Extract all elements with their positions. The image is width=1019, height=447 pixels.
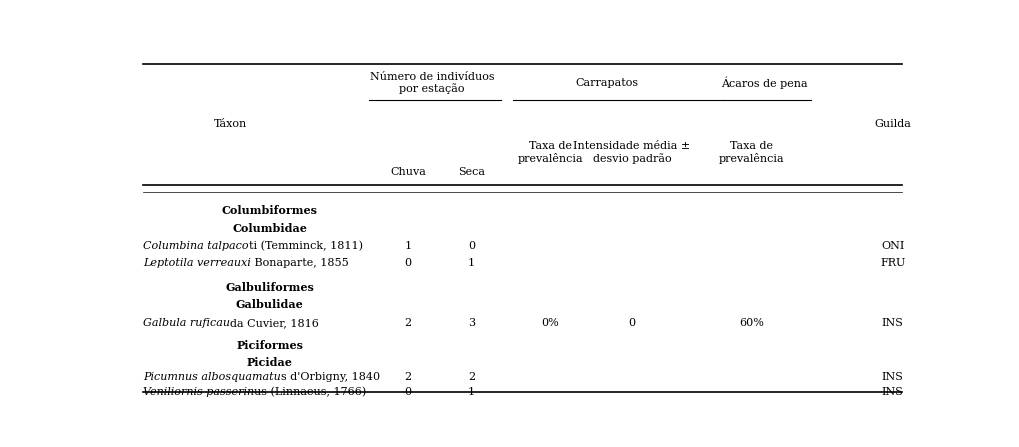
Text: 0%: 0% bbox=[541, 318, 558, 328]
Text: Carrapatos: Carrapatos bbox=[575, 78, 638, 88]
Text: Veniliornis passerin: Veniliornis passerin bbox=[143, 387, 254, 396]
Text: 0: 0 bbox=[405, 387, 412, 396]
Text: INS: INS bbox=[880, 318, 903, 328]
Text: Galbuliformes: Galbuliformes bbox=[225, 282, 314, 292]
Text: 1: 1 bbox=[468, 258, 475, 268]
Text: Táxon: Táxon bbox=[213, 119, 247, 129]
Text: s d'Orbigny, 1840: s d'Orbigny, 1840 bbox=[281, 372, 380, 382]
Text: INS: INS bbox=[880, 372, 903, 382]
Text: INS: INS bbox=[880, 387, 903, 396]
Text: Intensidade média ±
desvio padrão: Intensidade média ± desvio padrão bbox=[573, 141, 690, 164]
Text: da Cuvier, 1816: da Cuvier, 1816 bbox=[230, 318, 319, 328]
Text: Número de indivíduos
por estação: Número de indivíduos por estação bbox=[369, 72, 493, 94]
Text: 60%: 60% bbox=[739, 318, 763, 328]
Text: Picidae: Picidae bbox=[247, 357, 292, 368]
Text: 0: 0 bbox=[628, 318, 635, 328]
Text: Seca: Seca bbox=[458, 167, 484, 177]
Text: Leptotila verreauxi: Leptotila verreauxi bbox=[143, 258, 251, 268]
Text: Columbiformes: Columbiformes bbox=[221, 206, 318, 216]
Text: Columbidae: Columbidae bbox=[232, 223, 307, 234]
Text: ONI: ONI bbox=[880, 240, 904, 251]
Text: Bonaparte, 1855: Bonaparte, 1855 bbox=[251, 258, 348, 268]
Text: 2: 2 bbox=[468, 372, 475, 382]
Text: 2: 2 bbox=[405, 318, 412, 328]
Text: Ácaros de pena: Ácaros de pena bbox=[720, 76, 807, 89]
Text: Chuva: Chuva bbox=[390, 167, 426, 177]
Text: 2: 2 bbox=[405, 372, 412, 382]
Text: FRU: FRU bbox=[879, 258, 905, 268]
Text: Picumnus albosquamatu: Picumnus albosquamatu bbox=[143, 372, 281, 382]
Text: Taxa de
prevalência: Taxa de prevalência bbox=[517, 141, 583, 164]
Text: Galbulidae: Galbulidae bbox=[235, 299, 304, 310]
Text: Guilda: Guilda bbox=[873, 119, 910, 129]
Text: 0: 0 bbox=[405, 258, 412, 268]
Text: Columbina talpaco: Columbina talpaco bbox=[143, 240, 249, 251]
Text: 0: 0 bbox=[468, 240, 475, 251]
Text: Galbula ruficau: Galbula ruficau bbox=[143, 318, 230, 328]
Text: 1: 1 bbox=[468, 387, 475, 396]
Text: Piciformes: Piciformes bbox=[236, 340, 303, 351]
Text: ti (Temminck, 1811): ti (Temminck, 1811) bbox=[249, 240, 363, 251]
Text: Taxa de
prevalência: Taxa de prevalência bbox=[718, 141, 784, 164]
Text: 3: 3 bbox=[468, 318, 475, 328]
Text: 1: 1 bbox=[405, 240, 412, 251]
Text: us (Linnaeus, 1766): us (Linnaeus, 1766) bbox=[254, 387, 366, 397]
